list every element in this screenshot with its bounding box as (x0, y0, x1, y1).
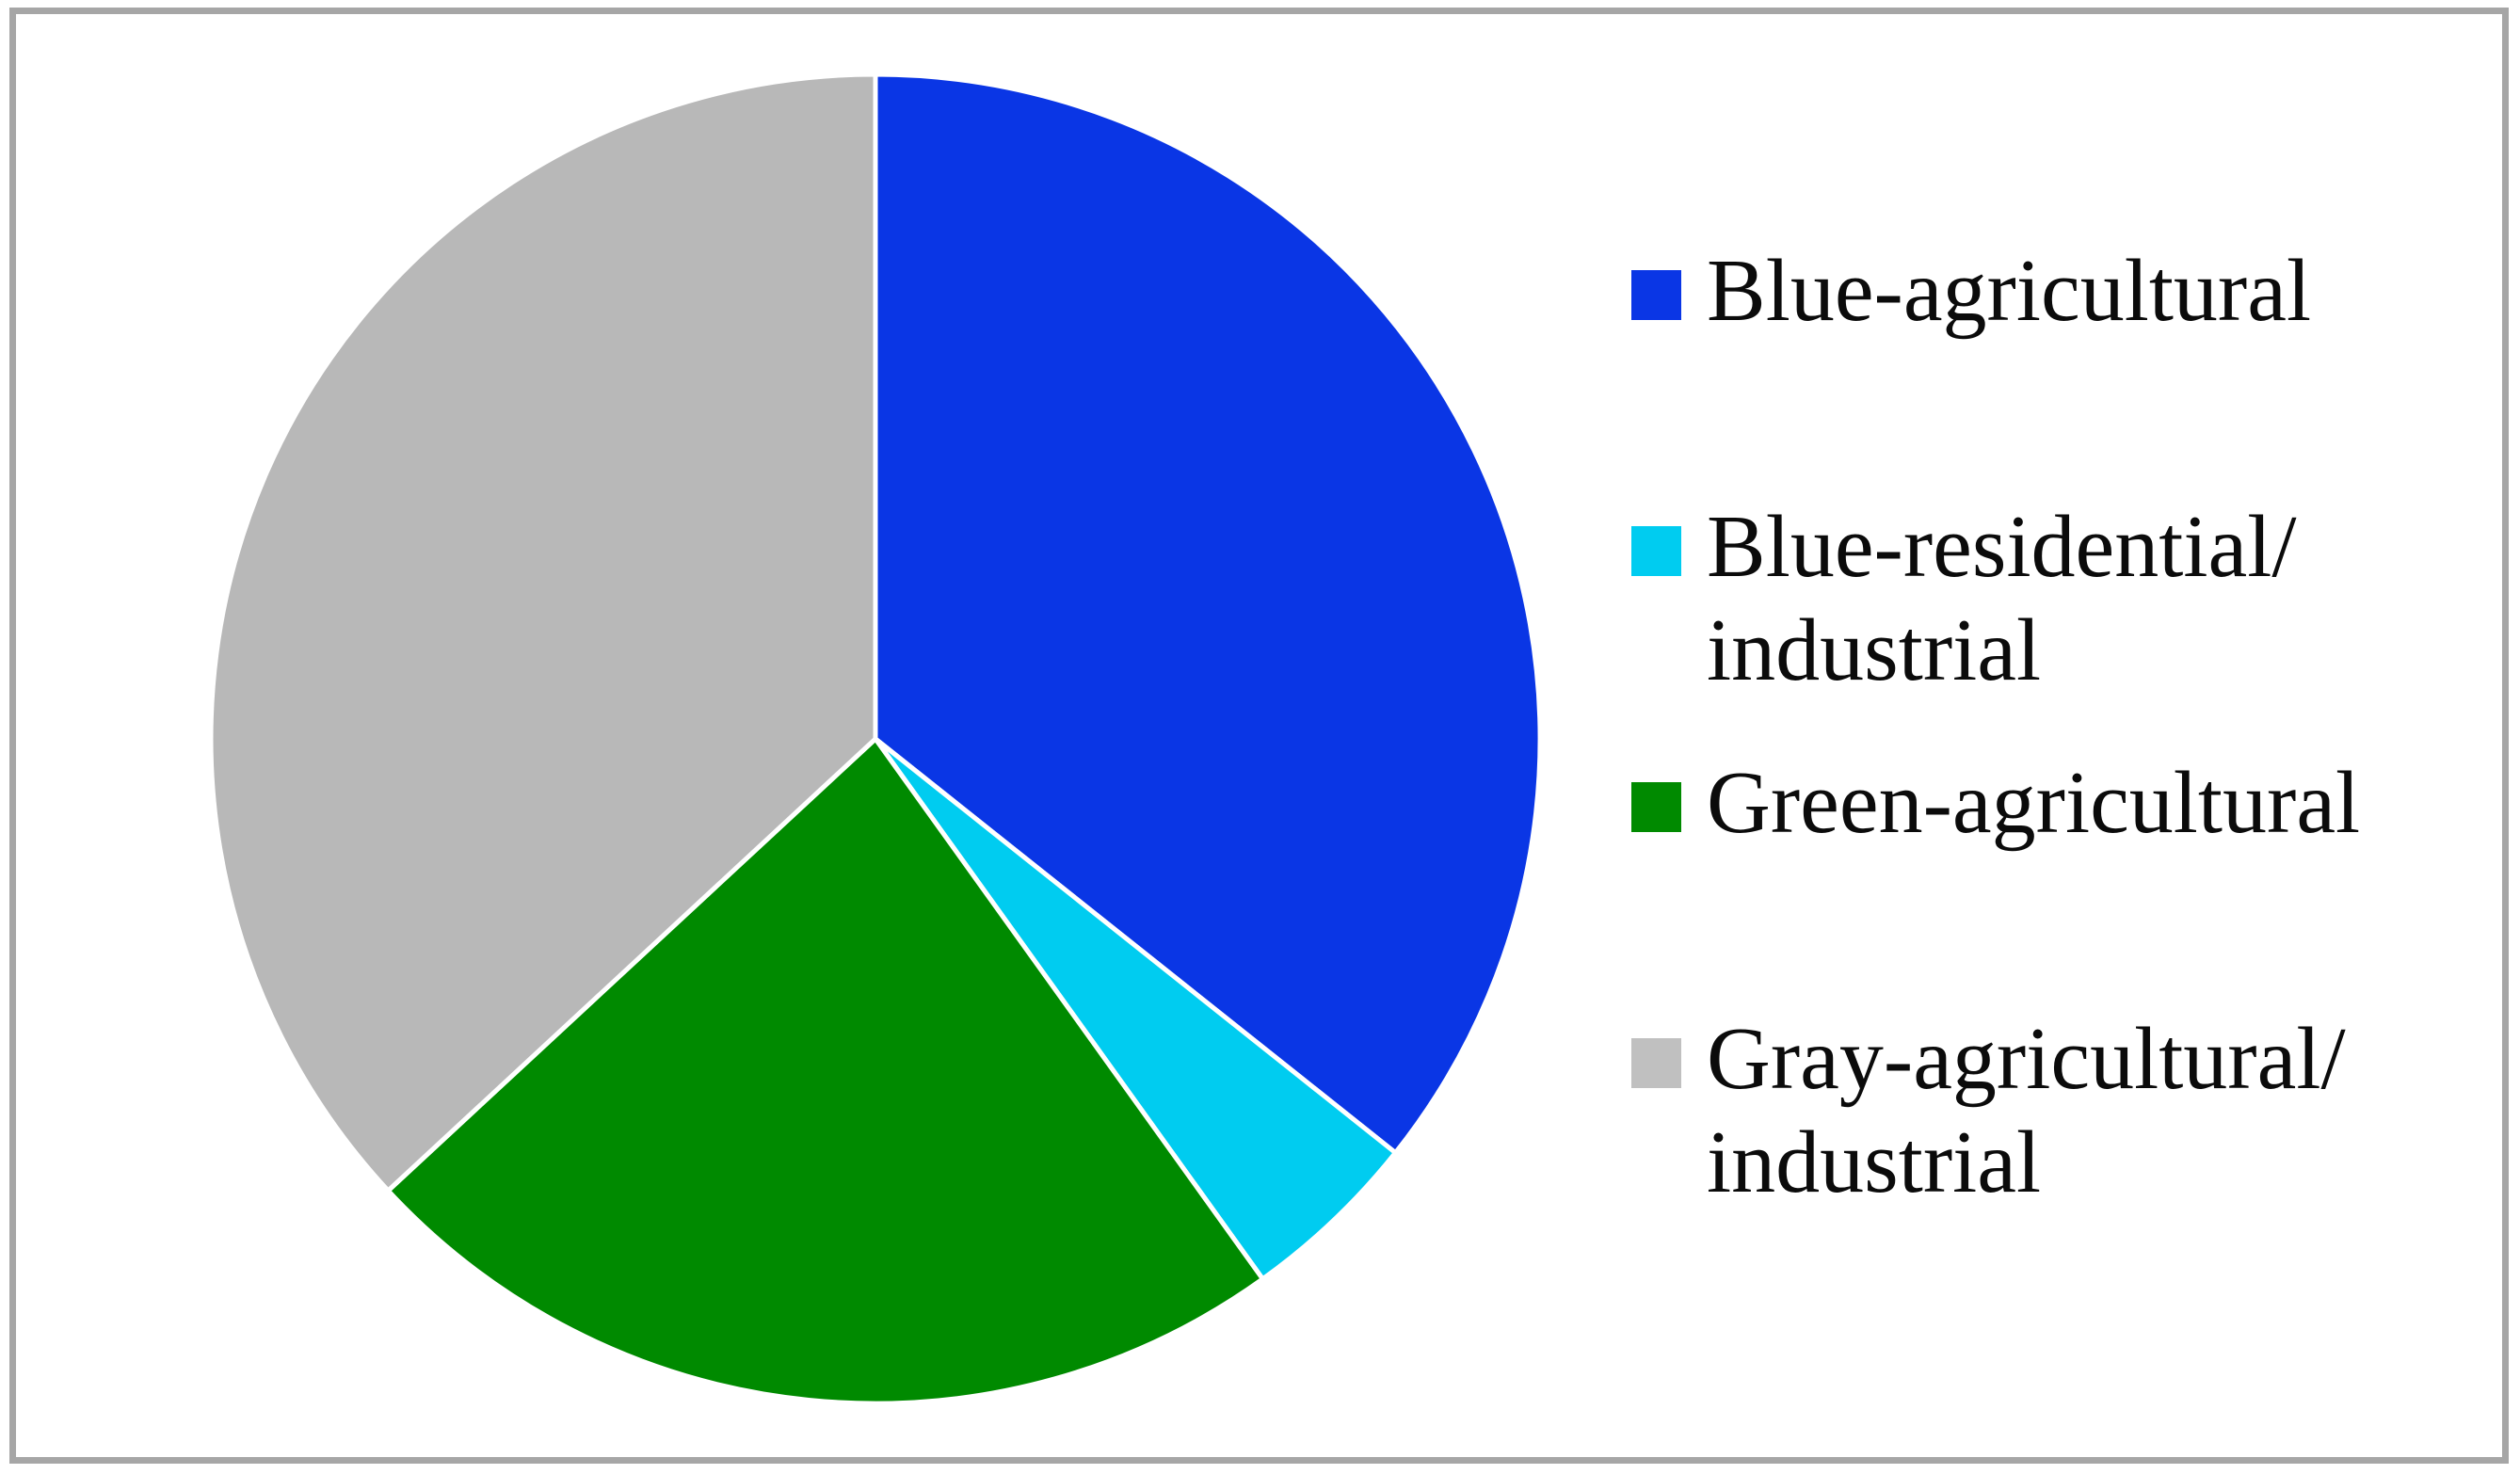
legend-marker (1631, 782, 1681, 832)
pie-slice-3 (208, 72, 878, 1194)
legend-label: Blue-residential/ industrial (1707, 498, 2297, 699)
pie-slice-1 (873, 736, 1398, 1282)
legend-label: Blue-agricultural (1707, 242, 2312, 340)
pie-slice-2 (385, 736, 1265, 1406)
legend-marker (1631, 1038, 1681, 1088)
legend-label: Green-agricultural (1707, 754, 2361, 852)
legend-marker (1631, 270, 1681, 320)
pie-slice-0 (873, 72, 1543, 1156)
legend-label: Gray-agricultural/ industrial (1707, 1010, 2346, 1211)
legend-marker (1631, 526, 1681, 576)
